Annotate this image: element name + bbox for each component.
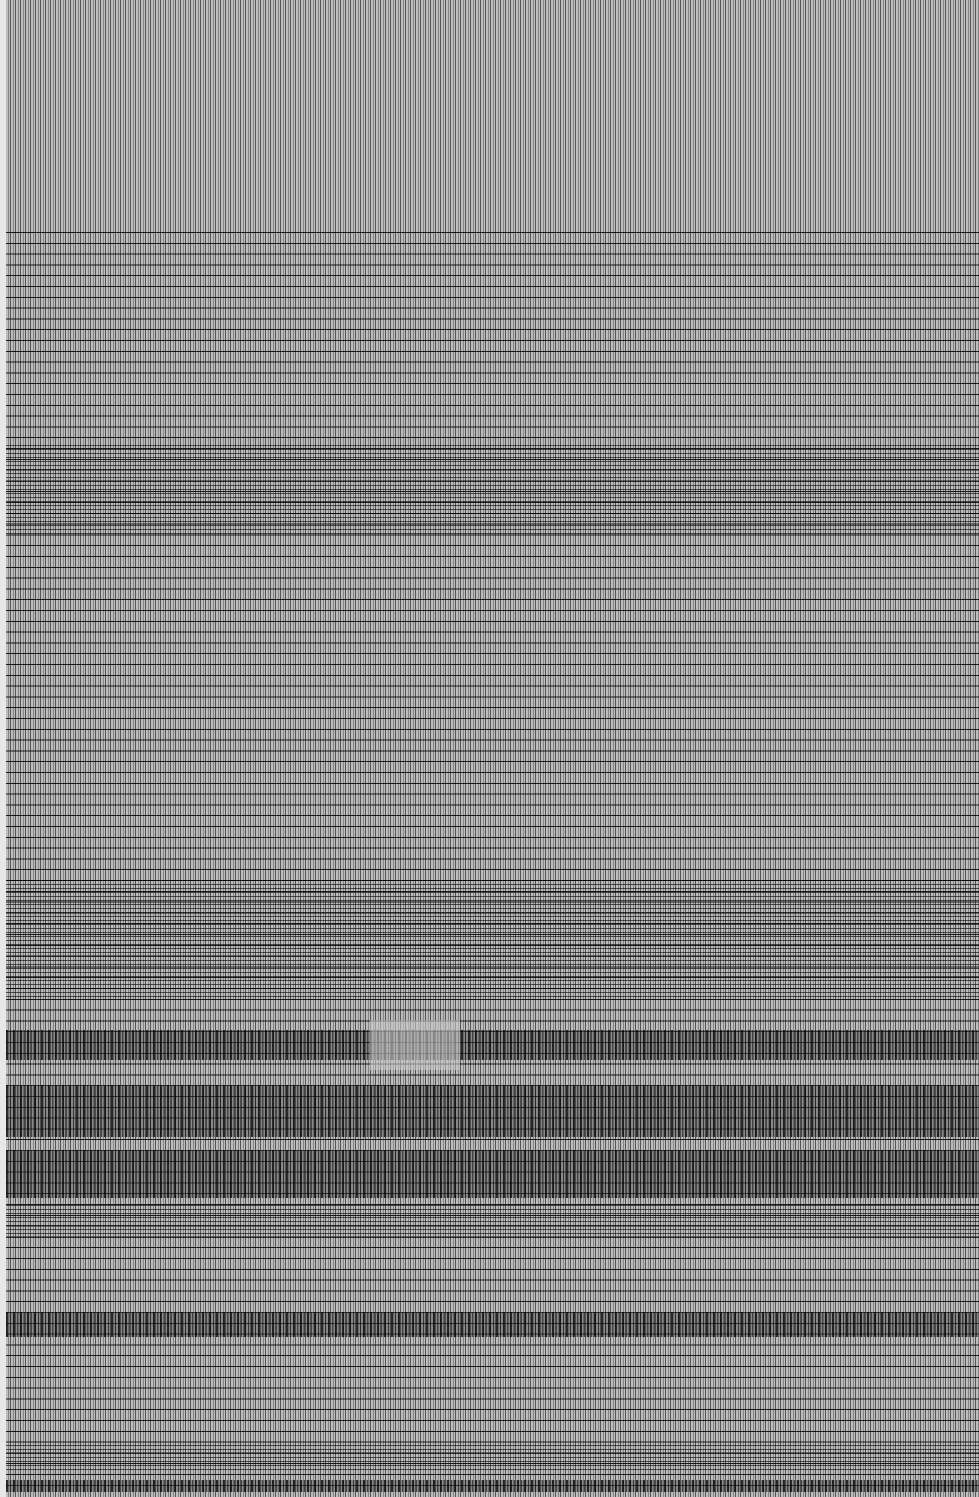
noise-band bbox=[6, 1085, 979, 1137]
noise-band bbox=[6, 1445, 979, 1470]
noise-band bbox=[6, 880, 979, 1000]
noise-band bbox=[6, 1205, 979, 1240]
noise-band bbox=[6, 445, 979, 535]
noise-band bbox=[6, 1312, 979, 1337]
gap bbox=[370, 1020, 460, 1070]
horizontal-rules bbox=[6, 232, 979, 1493]
noise-band bbox=[6, 1150, 979, 1198]
noise-band bbox=[6, 1030, 979, 1060]
noise-band bbox=[6, 1480, 979, 1492]
margin bbox=[0, 0, 6, 1497]
